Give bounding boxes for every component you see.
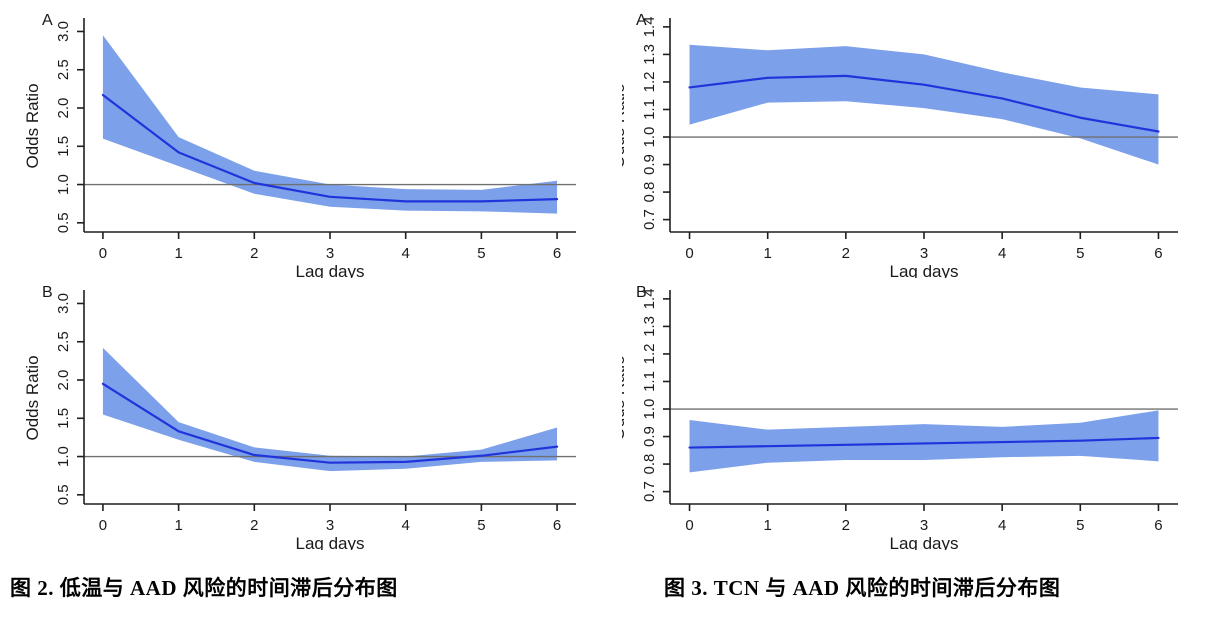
y-tick-label: 1.5 bbox=[55, 136, 72, 157]
y-tick-label: 0.9 bbox=[641, 426, 658, 447]
x-axis-title: Lag days bbox=[296, 534, 365, 550]
y-tick-label: 1.2 bbox=[641, 72, 658, 93]
panel-letter: A bbox=[636, 12, 647, 29]
confidence-band bbox=[102, 35, 558, 214]
y-tick-label: 2.5 bbox=[55, 59, 72, 80]
figure3-caption: 图 3. TCN 与 AAD 风险的时间滞后分布图 bbox=[664, 576, 1061, 600]
x-tick-label: 0 bbox=[99, 517, 107, 534]
confidence-band bbox=[689, 44, 1159, 165]
y-tick-label: 1.0 bbox=[641, 127, 658, 148]
panel-letter: A bbox=[42, 12, 53, 29]
odds-ratio-line bbox=[101, 382, 559, 464]
odds-ratio-line bbox=[688, 436, 1160, 449]
y-tick-label: 1.2 bbox=[641, 344, 658, 365]
y-tick-label: 0.8 bbox=[641, 454, 658, 475]
y-tick-label: 0.7 bbox=[641, 209, 658, 230]
x-tick-label: 2 bbox=[842, 517, 850, 534]
x-tick-label: 6 bbox=[553, 517, 561, 534]
y-tick-label: 0.5 bbox=[55, 484, 72, 505]
y-axis-title: Odds Ratio bbox=[622, 355, 628, 440]
x-tick-label: 2 bbox=[250, 245, 258, 262]
panel-plot: 0.7 0.8 0.9 1.0 1.1 1.2 1.3 1.4 0 1 2 3 4 5 6 Odds Rati… bbox=[609, 12, 1178, 281]
panel-plot: 0.7 0.8 0.9 1.0 1.1 1.2 1.3 1.4 0 1 2 3 4 5 6 Odds Rati… bbox=[609, 284, 1178, 553]
figure2-panel-b-chart: 0.5 1.0 1.5 2.0 2.5 3.0 0 1 2 3 4 5 6 Odds Ratio Lag d… bbox=[8, 278, 600, 555]
y-tick-label: 1.4 bbox=[641, 16, 658, 37]
panel-letter: B bbox=[636, 284, 647, 301]
panel-plot: 0.5 1.0 1.5 2.0 2.5 3.0 0 1 2 3 4 5 6 Odds Ratio Lag d… bbox=[23, 284, 576, 553]
y-tick-label: 1.0 bbox=[641, 399, 658, 420]
y-axis-title: Odds Ratio bbox=[622, 83, 628, 168]
x-axis-title: Lag days bbox=[890, 262, 959, 278]
x-tick-label: 2 bbox=[842, 245, 850, 262]
x-tick-label: 3 bbox=[326, 517, 334, 534]
x-tick-label: 1 bbox=[174, 517, 182, 534]
figure2-panel-a-chart: 0.5 1.0 1.5 2.0 2.5 3.0 0 1 2 3 4 5 6 Odds Ratio Lag d… bbox=[8, 6, 600, 283]
y-tick-label: 1.1 bbox=[641, 99, 658, 120]
x-tick-label: 4 bbox=[998, 517, 1006, 534]
x-tick-label: 4 bbox=[402, 245, 410, 262]
y-tick-label: 1.3 bbox=[641, 316, 658, 337]
x-tick-label: 1 bbox=[764, 245, 772, 262]
x-tick-label: 3 bbox=[920, 245, 928, 262]
x-axis-title: Lag days bbox=[296, 262, 365, 278]
odds-ratio-line bbox=[688, 74, 1160, 133]
panel-letter: B bbox=[42, 284, 53, 301]
x-tick-label: 4 bbox=[998, 245, 1006, 262]
y-tick-label: 1.3 bbox=[641, 44, 658, 65]
panel-plot: 0.5 1.0 1.5 2.0 2.5 3.0 0 1 2 3 4 5 6 Odds Ratio Lag d… bbox=[23, 12, 576, 281]
x-tick-label: 1 bbox=[764, 517, 772, 534]
x-tick-label: 6 bbox=[553, 245, 561, 262]
y-tick-label: 0.8 bbox=[641, 182, 658, 203]
figure3-panel-a-chart: 0.7 0.8 0.9 1.0 1.1 1.2 1.3 1.4 0 1 2 3 4 5 6 Odds Rati… bbox=[609, 6, 1206, 283]
y-tick-label: 1.0 bbox=[55, 174, 72, 195]
y-axis-title: Odds Ratio bbox=[23, 355, 42, 440]
x-tick-label: 5 bbox=[477, 245, 485, 262]
x-tick-label: 0 bbox=[99, 245, 107, 262]
y-tick-label: 3.0 bbox=[55, 293, 72, 314]
y-tick-label: 1.4 bbox=[641, 288, 658, 309]
y-tick-label: 1.5 bbox=[55, 408, 72, 429]
x-tick-label: 2 bbox=[250, 517, 258, 534]
y-tick-label: 0.7 bbox=[641, 481, 658, 502]
x-tick-label: 6 bbox=[1154, 245, 1162, 262]
y-tick-label: 2.0 bbox=[55, 370, 72, 391]
y-tick-label: 2.5 bbox=[55, 331, 72, 352]
y-tick-label: 2.0 bbox=[55, 98, 72, 119]
y-tick-label: 3.0 bbox=[55, 21, 72, 42]
x-tick-label: 6 bbox=[1154, 517, 1162, 534]
confidence-band bbox=[102, 347, 558, 472]
x-tick-label: 0 bbox=[685, 245, 693, 262]
figure3-panel-b-chart: 0.7 0.8 0.9 1.0 1.1 1.2 1.3 1.4 0 1 2 3 4 5 6 Odds Rati… bbox=[609, 278, 1206, 555]
x-tick-label: 5 bbox=[1076, 517, 1084, 534]
y-tick-label: 0.9 bbox=[641, 154, 658, 175]
confidence-band bbox=[689, 410, 1159, 473]
x-tick-label: 0 bbox=[685, 517, 693, 534]
x-tick-label: 3 bbox=[326, 245, 334, 262]
x-tick-label: 4 bbox=[402, 517, 410, 534]
y-tick-label: 1.0 bbox=[55, 446, 72, 467]
x-tick-label: 1 bbox=[174, 245, 182, 262]
y-tick-label: 0.5 bbox=[55, 212, 72, 233]
x-tick-label: 5 bbox=[1076, 245, 1084, 262]
x-tick-label: 3 bbox=[920, 517, 928, 534]
y-axis-title: Odds Ratio bbox=[23, 83, 42, 168]
odds-ratio-line bbox=[101, 93, 559, 203]
figure2-caption: 图 2. 低温与 AAD 风险的时间滞后分布图 bbox=[10, 576, 398, 600]
x-tick-label: 5 bbox=[477, 517, 485, 534]
y-tick-label: 1.1 bbox=[641, 371, 658, 392]
x-axis-title: Lag days bbox=[890, 534, 959, 550]
